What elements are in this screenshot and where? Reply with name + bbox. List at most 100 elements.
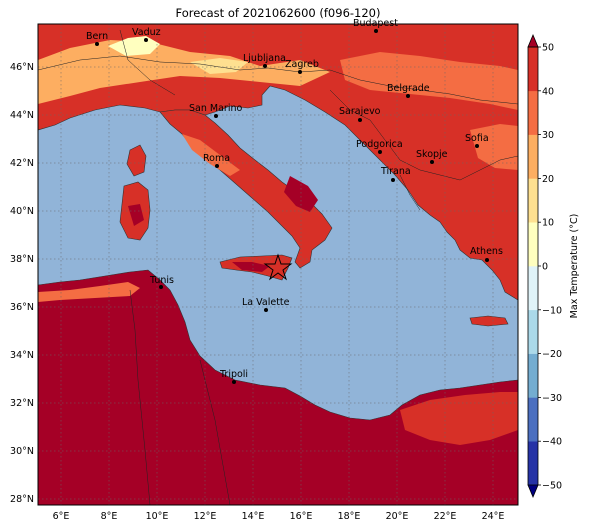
lon-ticks: 6°E 8°E 10°E 12°E 14°E 16°E 18°E 20°E 22… — [53, 511, 505, 522]
city-dot-sofia — [475, 144, 479, 148]
city-label-sofia: Sofia — [465, 133, 489, 144]
lat-tick: 46°N — [10, 62, 34, 73]
colorbar-tick-label: −10 — [542, 305, 562, 316]
warm-band-africa-west — [38, 282, 140, 302]
lon-tick: 8°E — [101, 511, 118, 522]
lon-tick: 6°E — [53, 511, 70, 522]
city-dot-ljubljana — [263, 64, 267, 68]
land-crete — [469, 315, 509, 327]
city-label-tunis: Tunis — [149, 275, 174, 286]
city-dot-skopje — [430, 160, 434, 164]
city-dot-sarajevo — [358, 118, 362, 122]
colorbar-bin — [528, 266, 538, 311]
warm-patch-apennines — [182, 134, 240, 176]
colorbar-bin — [528, 222, 538, 267]
colorbar-bin — [528, 353, 538, 398]
land-europe — [38, 24, 518, 301]
lat-tick: 32°N — [10, 398, 34, 409]
city-dots — [95, 29, 489, 384]
lat-tick: 38°N — [10, 254, 34, 265]
warm-patch-hungary — [340, 52, 518, 110]
lon-tick: 12°E — [194, 511, 217, 522]
city-label-zagreb: Zagreb — [285, 59, 319, 70]
lat-tick: 28°N — [10, 494, 34, 505]
lon-tick: 18°E — [338, 511, 361, 522]
lon-tick: 24°E — [482, 511, 505, 522]
city-dot-vaduz — [144, 38, 148, 42]
graticule — [38, 24, 518, 505]
colorbar-bin — [528, 47, 538, 92]
lat-tick: 36°N — [10, 302, 34, 313]
colorbar-tick-label: 10 — [542, 218, 554, 229]
land-africa — [38, 269, 518, 505]
city-label-ljubljana: Ljubljana — [243, 53, 286, 64]
lat-tick: 42°N — [10, 158, 34, 169]
city-dot-zagreb — [298, 70, 302, 74]
city-dot-san-marino — [214, 114, 218, 118]
city-dot-podgorica — [378, 150, 382, 154]
city-label-belgrade: Belgrade — [387, 83, 430, 94]
warm-band-africa-east — [400, 392, 518, 445]
colorbar-tick-label: −50 — [542, 481, 562, 492]
colorbar-segments — [527, 33, 539, 499]
colorbar-bin — [528, 178, 538, 223]
cool-patch-alps — [38, 40, 330, 104]
lat-tick: 40°N — [10, 206, 34, 217]
colorbar-tick-label: 50 — [542, 43, 554, 54]
colorbar: 50 40 30 20 10 0 −10 −20 −30 −40 −50 Max Temperatu… — [527, 33, 580, 499]
city-labels: Bern Vaduz Budapest Ljubljana Zagreb Bel… — [86, 18, 503, 380]
colorbar-extend-low — [527, 484, 539, 499]
hot-patch-sardinia — [128, 204, 144, 226]
hot-patch-south-italy — [284, 176, 318, 212]
colorbar-tick-label: 40 — [542, 86, 554, 97]
city-label-vaduz: Vaduz — [132, 27, 161, 38]
colorbar-bin — [528, 309, 538, 354]
city-label-sarajevo: Sarajevo — [339, 106, 381, 117]
colorbar-bin — [528, 134, 538, 179]
colorbar-tick-label: −40 — [542, 437, 562, 448]
star-marker — [263, 253, 293, 281]
city-label-skopje: Skopje — [416, 149, 448, 160]
colorbar-tick-label: −30 — [542, 393, 562, 404]
lat-tick: 44°N — [10, 110, 34, 121]
city-dot-belgrade — [406, 94, 410, 98]
city-dot-tirana — [391, 178, 395, 182]
city-label-la-valette: La Valette — [242, 297, 290, 308]
city-label-tirana: Tirana — [380, 166, 411, 177]
lon-tick: 20°E — [386, 511, 409, 522]
lat-tick: 34°N — [10, 350, 34, 361]
colorbar-bin — [528, 90, 538, 135]
city-dot-la-valette — [264, 308, 268, 312]
city-dot-roma — [215, 164, 219, 168]
city-label-tripoli: Tripoli — [219, 369, 248, 380]
lat-ticks: 28°N 30°N 32°N 34°N 36°N 38°N 40°N 42°N … — [10, 62, 34, 505]
colorbar-label: Max Temperature (°C) — [569, 214, 580, 319]
lon-tick: 10°E — [146, 511, 169, 522]
map-frame — [37, 23, 519, 506]
city-dot-bern — [95, 42, 99, 46]
city-label-athens: Athens — [470, 246, 503, 257]
colorbar-ticks: 50 40 30 20 10 0 −10 −20 −30 −40 −50 — [538, 43, 562, 492]
colorbar-bin — [528, 397, 538, 442]
map-field — [38, 24, 518, 505]
lon-tick: 22°E — [434, 511, 457, 522]
city-label-podgorica: Podgorica — [356, 139, 403, 150]
colorbar-tick-label: 20 — [542, 174, 554, 185]
city-dot-tripoli — [232, 380, 236, 384]
hot-patch-sicily — [232, 262, 270, 272]
city-label-bern: Bern — [86, 31, 108, 42]
city-dot-budapest — [374, 29, 378, 33]
lat-tick: 30°N — [10, 446, 34, 457]
land-corsica — [126, 144, 147, 177]
lon-tick: 14°E — [242, 511, 265, 522]
city-dot-athens — [485, 258, 489, 262]
lon-tick: 16°E — [290, 511, 313, 522]
city-label-roma: Roma — [203, 153, 230, 164]
colorbar-tick-label: 0 — [542, 262, 548, 273]
colorbar-tick-label: −20 — [542, 349, 562, 360]
cool-patch-alps-east — [190, 58, 248, 74]
borders — [38, 29, 518, 505]
colorbar-tick-label: 30 — [542, 130, 554, 141]
colorbar-bin — [528, 441, 538, 486]
